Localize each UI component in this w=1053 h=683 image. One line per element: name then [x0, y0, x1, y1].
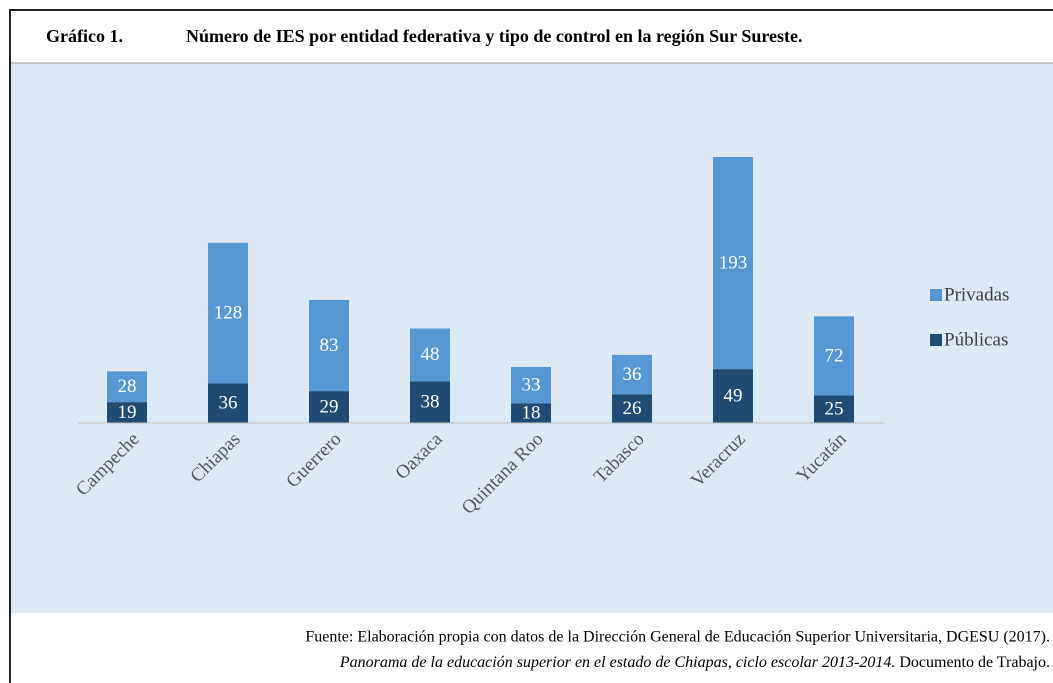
- bar-segment: [309, 391, 349, 423]
- data-label: 49: [724, 385, 743, 406]
- bar-segment: [107, 371, 147, 403]
- source-line: Panorama de la educación superior en el …: [339, 654, 1050, 671]
- source-line: Fuente: Elaboración propia con datos de …: [305, 629, 1050, 646]
- data-label: 26: [623, 398, 642, 419]
- bar-segment: [713, 369, 753, 423]
- legend-swatch: [930, 289, 942, 301]
- bar-segment: [713, 157, 753, 370]
- data-label: 25: [825, 399, 844, 420]
- bar-segment: [410, 381, 450, 423]
- data-label: 72: [825, 345, 844, 366]
- data-label: 36: [623, 364, 642, 385]
- source-italic: Panorama de la educación superior en el …: [339, 654, 895, 671]
- data-label: 193: [719, 252, 748, 273]
- bar-segment: [208, 242, 248, 384]
- source-rest: Documento de Trabajo.: [895, 654, 1050, 671]
- data-label: 33: [522, 374, 541, 395]
- data-label: 36: [219, 393, 238, 414]
- bar-segment: [309, 299, 349, 392]
- data-label: 83: [320, 335, 339, 356]
- data-label: 38: [421, 391, 440, 412]
- data-label: 128: [214, 302, 243, 323]
- bar-segment: [107, 402, 147, 423]
- bar-segment: [208, 383, 248, 423]
- legend-label: Privadas: [944, 284, 1009, 305]
- bar-segment: [511, 403, 551, 423]
- data-label: 28: [118, 376, 137, 397]
- data-label: 18: [522, 402, 541, 423]
- legend-label: Públicas: [944, 329, 1008, 350]
- legend-swatch: [930, 334, 942, 346]
- plot-background: [11, 63, 1053, 613]
- bar-segment: [511, 366, 551, 404]
- chart-title: Número de IES por entidad federativa y t…: [186, 26, 803, 46]
- data-label: 19: [118, 402, 137, 423]
- bar-segment: [612, 394, 652, 423]
- bar-segment: [814, 316, 854, 396]
- bar-segment: [410, 328, 450, 382]
- data-label: 29: [320, 396, 339, 417]
- bar-segment: [814, 395, 854, 423]
- bar-segment: [612, 354, 652, 395]
- data-label: 48: [421, 344, 440, 365]
- figure-label: Gráfico 1.: [46, 26, 123, 46]
